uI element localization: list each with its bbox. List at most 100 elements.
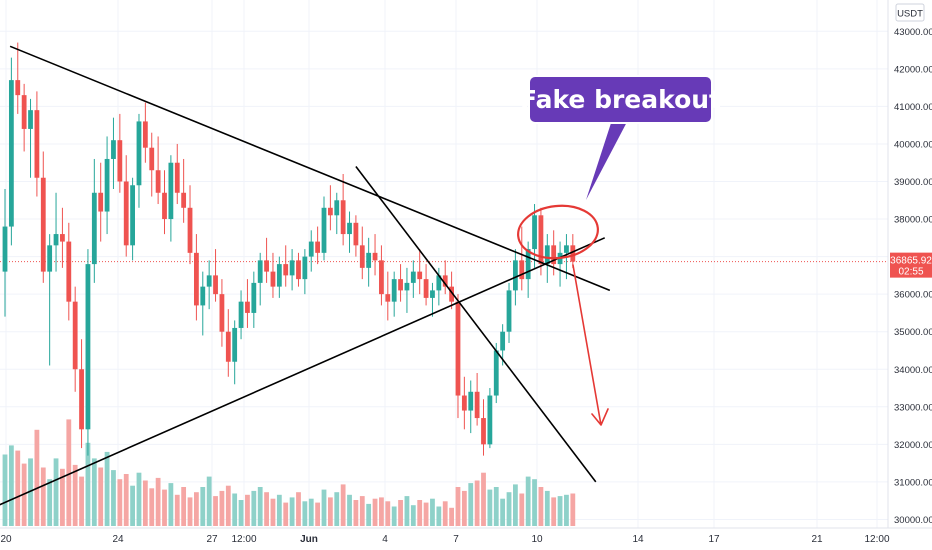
candle[interactable] (442, 260, 448, 295)
rising-support-trendline[interactable] (0, 237, 606, 512)
candle[interactable] (28, 98, 33, 178)
candle[interactable] (404, 267, 410, 313)
candle[interactable] (391, 271, 397, 317)
candle[interactable] (194, 234, 199, 321)
candle[interactable] (417, 249, 423, 295)
volume-bar (321, 489, 327, 526)
candle[interactable] (111, 117, 116, 190)
candle[interactable] (149, 132, 155, 197)
candle[interactable] (308, 230, 314, 272)
candle[interactable] (359, 226, 365, 280)
candle[interactable] (296, 252, 301, 287)
candle[interactable] (474, 373, 480, 426)
candle[interactable] (174, 143, 180, 205)
candle[interactable] (251, 271, 257, 328)
candle[interactable] (155, 136, 161, 205)
candle[interactable] (347, 211, 352, 253)
candle[interactable] (385, 271, 391, 321)
candle[interactable] (136, 113, 142, 208)
candle[interactable] (162, 170, 167, 235)
candle-body (104, 158, 110, 212)
candle[interactable] (340, 173, 346, 246)
candle[interactable] (219, 279, 225, 347)
candle[interactable] (353, 215, 359, 257)
candle[interactable] (519, 226, 525, 291)
candle[interactable] (181, 158, 187, 223)
candle[interactable] (276, 256, 282, 298)
candle[interactable] (2, 189, 8, 317)
candle-body (366, 252, 372, 268)
candle[interactable] (302, 249, 308, 295)
candle[interactable] (98, 162, 104, 242)
candle[interactable] (187, 185, 193, 265)
currency-badge[interactable] (895, 3, 925, 22)
candle[interactable] (257, 252, 263, 306)
candle[interactable] (430, 282, 435, 317)
candle[interactable] (410, 260, 416, 298)
price-axis[interactable]: USDT 43000.00 42000.00 41000.00 40000.00 390… (887, 0, 932, 528)
candle[interactable] (238, 290, 244, 340)
candle[interactable] (372, 234, 378, 276)
candle[interactable] (60, 207, 65, 268)
candle[interactable] (468, 380, 474, 434)
candle[interactable] (449, 271, 454, 310)
candle[interactable] (264, 237, 269, 283)
candle[interactable] (206, 260, 212, 310)
candle[interactable] (532, 204, 537, 268)
candle[interactable] (334, 192, 340, 235)
steep-descending-line-trendline[interactable] (355, 165, 597, 483)
candle[interactable] (321, 196, 327, 261)
volume-bar (334, 492, 340, 526)
candle[interactable] (8, 57, 14, 246)
fake-breakout-annotation[interactable]: Fake breakout (516, 75, 722, 426)
candle-body (321, 207, 327, 253)
candle[interactable] (79, 339, 84, 449)
candle[interactable] (123, 155, 129, 257)
candle[interactable] (53, 192, 59, 272)
candle[interactable] (315, 226, 321, 265)
candle[interactable] (436, 267, 442, 306)
candle[interactable] (34, 91, 40, 197)
descending-resistance-trendline[interactable] (9, 45, 611, 292)
candle[interactable] (117, 113, 123, 193)
candle[interactable] (200, 271, 206, 336)
candle[interactable] (461, 376, 467, 430)
candle[interactable] (85, 249, 91, 456)
candle[interactable] (213, 249, 218, 302)
candle[interactable] (366, 237, 372, 287)
candle[interactable] (570, 234, 576, 268)
candle[interactable] (91, 158, 97, 283)
candle[interactable] (506, 282, 512, 343)
candle[interactable] (142, 102, 148, 163)
candle[interactable] (168, 155, 174, 242)
candle[interactable] (66, 222, 72, 321)
candle[interactable] (327, 185, 333, 231)
candle[interactable] (47, 234, 53, 366)
candle[interactable] (283, 245, 289, 287)
candle[interactable] (398, 264, 403, 302)
candle[interactable] (225, 309, 231, 377)
candle[interactable] (557, 241, 563, 287)
candle[interactable] (21, 83, 27, 152)
time-axis[interactable]: 20 24 27 12:00 Jun 4 7 10 14 17 21 12:00 (0, 527, 932, 545)
candle[interactable] (487, 388, 493, 449)
candle[interactable] (15, 42, 21, 114)
candle[interactable] (423, 264, 429, 306)
candle[interactable] (455, 294, 461, 419)
candle[interactable] (104, 136, 110, 235)
candle[interactable] (245, 279, 250, 328)
candle[interactable] (130, 177, 135, 261)
candle[interactable] (379, 245, 384, 306)
candle[interactable] (481, 399, 486, 456)
candle[interactable] (270, 252, 276, 298)
candle[interactable] (538, 207, 544, 276)
trendlines[interactable] (0, 45, 611, 512)
candle[interactable] (493, 342, 499, 404)
volume-bar (66, 419, 72, 526)
candle[interactable] (289, 249, 295, 291)
candle[interactable] (232, 320, 238, 385)
candles[interactable] (2, 42, 576, 456)
candle[interactable] (40, 151, 46, 283)
candle[interactable] (72, 286, 78, 392)
